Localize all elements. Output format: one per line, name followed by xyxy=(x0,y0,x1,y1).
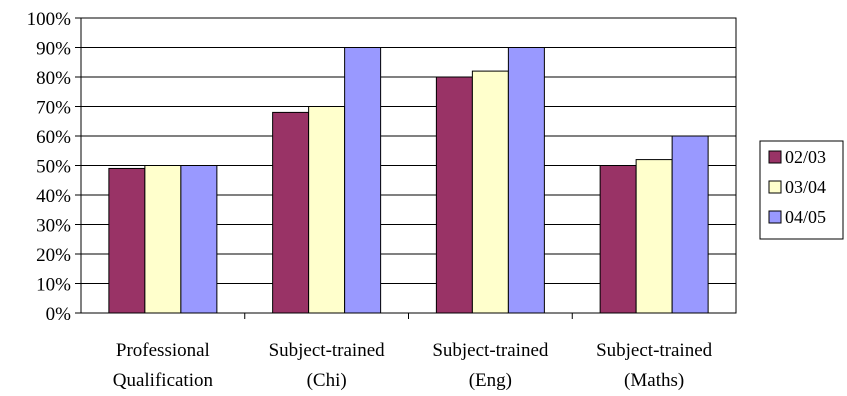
bar xyxy=(671,135,709,314)
legend-label: 03/04 xyxy=(785,177,826,197)
legend-label: 04/05 xyxy=(785,207,826,227)
bar xyxy=(308,106,346,314)
y-tick-label: 0% xyxy=(46,304,72,325)
x-tick-label: Subject-trained xyxy=(269,340,386,361)
x-tick-label: (Chi) xyxy=(307,370,347,391)
legend-swatch xyxy=(768,180,782,194)
bar xyxy=(144,165,182,314)
legend-swatch xyxy=(768,210,782,224)
y-tick-label: 80% xyxy=(36,68,71,89)
x-tick-label: Professional xyxy=(116,340,210,361)
x-tick-label: Qualification xyxy=(113,370,214,391)
y-tick-label: 30% xyxy=(36,216,71,237)
legend-label: 02/03 xyxy=(785,147,826,167)
y-tick-label: 90% xyxy=(36,39,71,60)
bar xyxy=(635,159,673,314)
legend: 02/03 03/04 04/05 xyxy=(759,140,844,240)
y-tick-label: 10% xyxy=(36,275,71,296)
bar xyxy=(344,47,382,314)
legend-swatch xyxy=(768,150,782,164)
plot-area: 0% 10% 20% 30% 40% 50% 60% 70% 80% 90% 100% Profess… xyxy=(27,9,737,391)
bar xyxy=(108,167,146,314)
bar xyxy=(471,70,509,314)
x-tick-label: Subject-trained xyxy=(432,340,549,361)
bar xyxy=(180,165,218,314)
x-tick-label: (Eng) xyxy=(469,370,512,391)
x-tick-label: (Maths) xyxy=(624,370,684,391)
bar xyxy=(507,47,545,314)
y-tick-label: 70% xyxy=(36,98,71,119)
y-tick-label: 100% xyxy=(27,9,72,30)
y-tick-label: 60% xyxy=(36,127,71,148)
bar xyxy=(599,165,637,314)
y-tick-label: 40% xyxy=(36,186,71,207)
bar xyxy=(272,111,310,314)
y-tick-label: 20% xyxy=(36,245,71,266)
y-tick-label: 50% xyxy=(36,157,71,178)
x-tick-label: Subject-trained xyxy=(596,340,713,361)
bar xyxy=(435,76,473,314)
